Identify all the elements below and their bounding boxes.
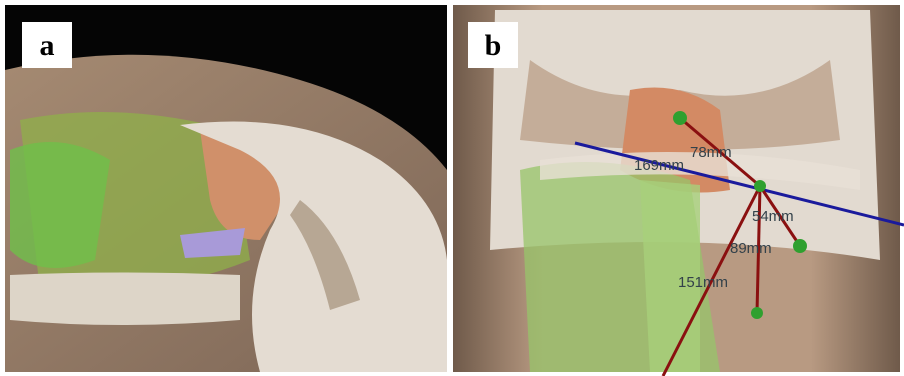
landmark xyxy=(673,111,687,125)
measurement-label: 54mm xyxy=(752,208,794,225)
measurement-label: 169mm xyxy=(634,157,684,174)
measurement-label: 151mm xyxy=(678,274,728,291)
measurement-label: 89mm xyxy=(730,240,772,257)
landmark xyxy=(751,307,763,319)
figure: a 78mm 169mm 54mm 89mm 151mm b xyxy=(0,0,904,376)
measurement-label: 78mm xyxy=(690,144,732,161)
panel-label: a xyxy=(40,29,55,62)
landmark xyxy=(793,239,807,253)
panel-b-image xyxy=(453,5,900,372)
panel-label: b xyxy=(485,29,502,62)
page: a 78mm 169mm 54mm 89mm 151mm b (() => { … xyxy=(0,0,904,376)
landmark xyxy=(754,180,766,192)
